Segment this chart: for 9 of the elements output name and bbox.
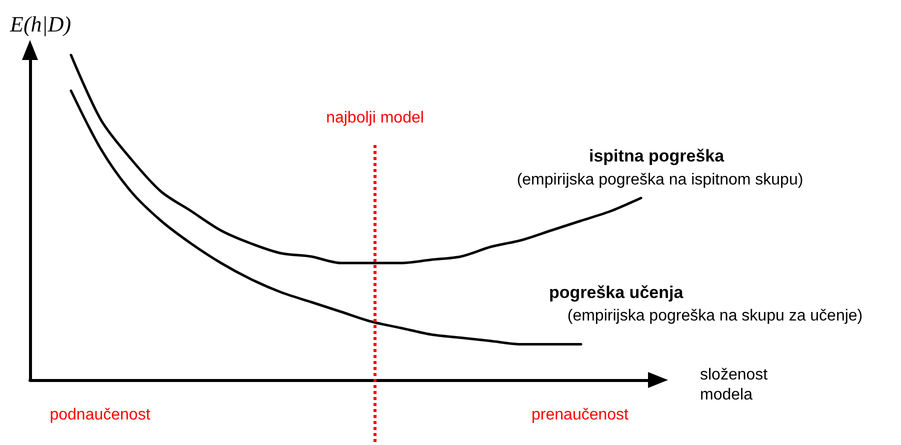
x-axis-title: složenost modela [700,366,768,404]
y-axis-title: E(h|D) [9,12,72,36]
text: pogreška učenja [549,282,684,302]
text: ispitna pogreška [589,146,725,166]
annotation: najbolji model [326,110,424,126]
text: prenaučenost [532,406,630,424]
annotation: (empirijska pogreška na skupu za učenje) [567,308,863,324]
text: podnaučenost [50,406,151,424]
annotation: (empirijska pogreška na ispitnom skupu) [516,172,804,188]
